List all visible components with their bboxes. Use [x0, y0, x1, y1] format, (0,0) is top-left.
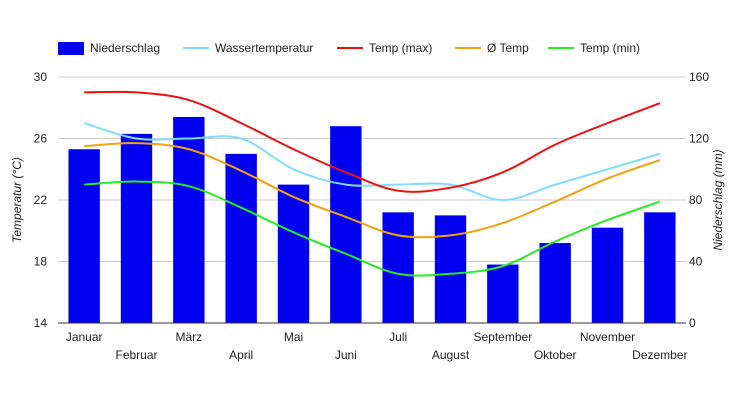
- line-wassertemperatur: [83, 122, 661, 201]
- x-tick-september: September: [473, 330, 532, 344]
- left-tick-label: 14: [34, 316, 48, 330]
- line-avg-temp: [84, 142, 661, 239]
- legend-label-avg-temp: Ø Temp: [487, 41, 529, 55]
- x-tick-maerz: März: [175, 330, 202, 344]
- bar-november: [591, 227, 624, 323]
- x-tick-august: August: [432, 348, 470, 362]
- right-tick-label: 0: [689, 316, 696, 330]
- x-tick-april: April: [229, 348, 253, 362]
- legend-swatch-niederschlag: [58, 42, 84, 55]
- bar-dezember: [644, 212, 676, 323]
- right-axis-ticks: 0 40 80 120 160: [689, 70, 709, 330]
- temperature-lines: [83, 90, 661, 277]
- line-temp-min: [84, 180, 661, 277]
- bar-maerz: [173, 116, 205, 323]
- x-tick-dezember: Dezember: [632, 348, 687, 362]
- x-tick-oktober: Oktober: [534, 348, 577, 362]
- precipitation-bars: [68, 116, 676, 323]
- x-tick-november: November: [580, 330, 635, 344]
- legend-label-temp-max: Temp (max): [369, 41, 432, 55]
- bar-mai: [277, 184, 310, 323]
- legend: Niederschlag Wassertemperatur Temp (max) Ø …: [58, 41, 640, 55]
- right-tick-label: 80: [689, 193, 703, 207]
- x-tick-januar: Januar: [66, 330, 103, 344]
- bar-april: [225, 153, 257, 323]
- bar-juni: [330, 126, 362, 323]
- bar-september: [487, 264, 519, 323]
- bar-januar: [68, 149, 100, 323]
- right-axis-title: Niederschlag (mm): [711, 149, 725, 250]
- left-axis-ticks: 14 18 22 26 30: [34, 70, 48, 330]
- x-tick-mai: Mai: [284, 330, 303, 344]
- left-axis-title: Temperatur (°C): [10, 157, 24, 243]
- x-tick-juni: Juni: [335, 348, 357, 362]
- left-tick-label: 22: [34, 193, 48, 207]
- bar-februar: [120, 133, 153, 323]
- bar-august: [434, 215, 467, 323]
- x-tick-februar: Februar: [115, 348, 157, 362]
- bar-juli: [382, 212, 414, 323]
- bar-oktober: [539, 243, 571, 323]
- legend-label-temp-min: Temp (min): [580, 41, 640, 55]
- left-tick-label: 18: [34, 255, 48, 269]
- x-axis-ticks: Januar Februar März April Mai Juni Juli AugustS…: [66, 330, 688, 362]
- legend-label-wassertemperatur: Wassertemperatur: [215, 41, 313, 55]
- right-tick-label: 160: [689, 70, 709, 84]
- right-tick-label: 40: [689, 255, 703, 269]
- right-tick-label: 120: [689, 132, 709, 146]
- legend-label-niederschlag: Niederschlag: [90, 41, 160, 55]
- line-temp-max: [84, 90, 661, 193]
- left-tick-label: 26: [34, 132, 48, 146]
- left-tick-label: 30: [34, 70, 48, 84]
- x-tick-juli: Juli: [389, 330, 407, 344]
